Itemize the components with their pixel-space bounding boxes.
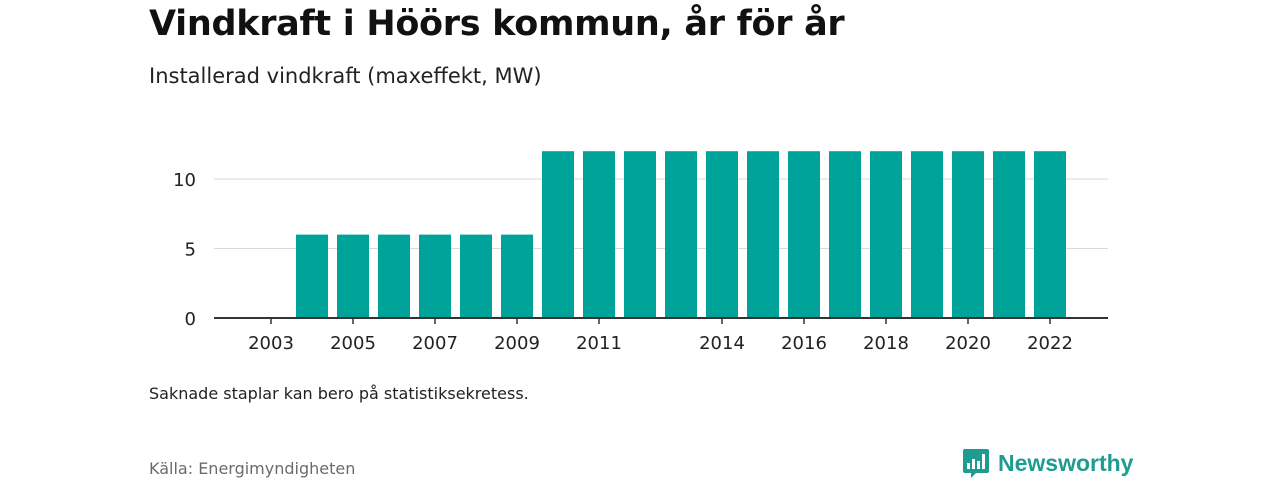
x-tick-label: 2003 <box>248 333 294 354</box>
source-text: Källa: Energimyndigheten <box>149 459 356 478</box>
bar <box>911 151 943 318</box>
x-tick-label: 2005 <box>330 333 376 354</box>
bar <box>870 151 902 318</box>
bar <box>419 234 451 318</box>
bar <box>706 151 738 318</box>
chart-subtitle: Installerad vindkraft (maxeffekt, MW) <box>149 64 542 88</box>
bar <box>788 151 820 318</box>
x-tick-label: 2011 <box>576 333 622 354</box>
bar <box>747 151 779 318</box>
newsworthy-logo[interactable]: Newsworthy <box>962 446 1133 480</box>
x-tick-label: 2016 <box>781 333 827 354</box>
bar <box>665 151 697 318</box>
bar <box>542 151 574 318</box>
x-tick-label: 2009 <box>494 333 540 354</box>
x-tick-label: 2014 <box>699 333 745 354</box>
bar <box>337 234 369 318</box>
bar <box>624 151 656 318</box>
bar <box>993 151 1025 318</box>
x-tick-label: 2020 <box>945 333 991 354</box>
bar-chart: 0 5 10 2003 2005 2007 2009 2011 2014 2016 2018 2020… <box>173 151 1108 354</box>
y-tick-label: 10 <box>173 170 196 191</box>
x-tick-label: 2007 <box>412 333 458 354</box>
footnote: Saknade staplar kan bero på statistiksek… <box>149 384 529 403</box>
y-tick-label: 0 <box>185 309 196 330</box>
bar <box>460 234 492 318</box>
bar <box>378 234 410 318</box>
x-tick-label: 2022 <box>1027 333 1073 354</box>
brand-name: Newsworthy <box>998 449 1134 476</box>
newsworthy-icon <box>963 449 989 478</box>
chart-title: Vindkraft i Höörs kommun, år för år <box>149 4 845 44</box>
bar <box>296 234 328 318</box>
bar <box>829 151 861 318</box>
bar <box>952 151 984 318</box>
y-tick-label: 5 <box>185 240 196 261</box>
bar <box>1034 151 1066 318</box>
bar <box>583 151 615 318</box>
x-tick-label: 2018 <box>863 333 909 354</box>
bar <box>501 234 533 318</box>
